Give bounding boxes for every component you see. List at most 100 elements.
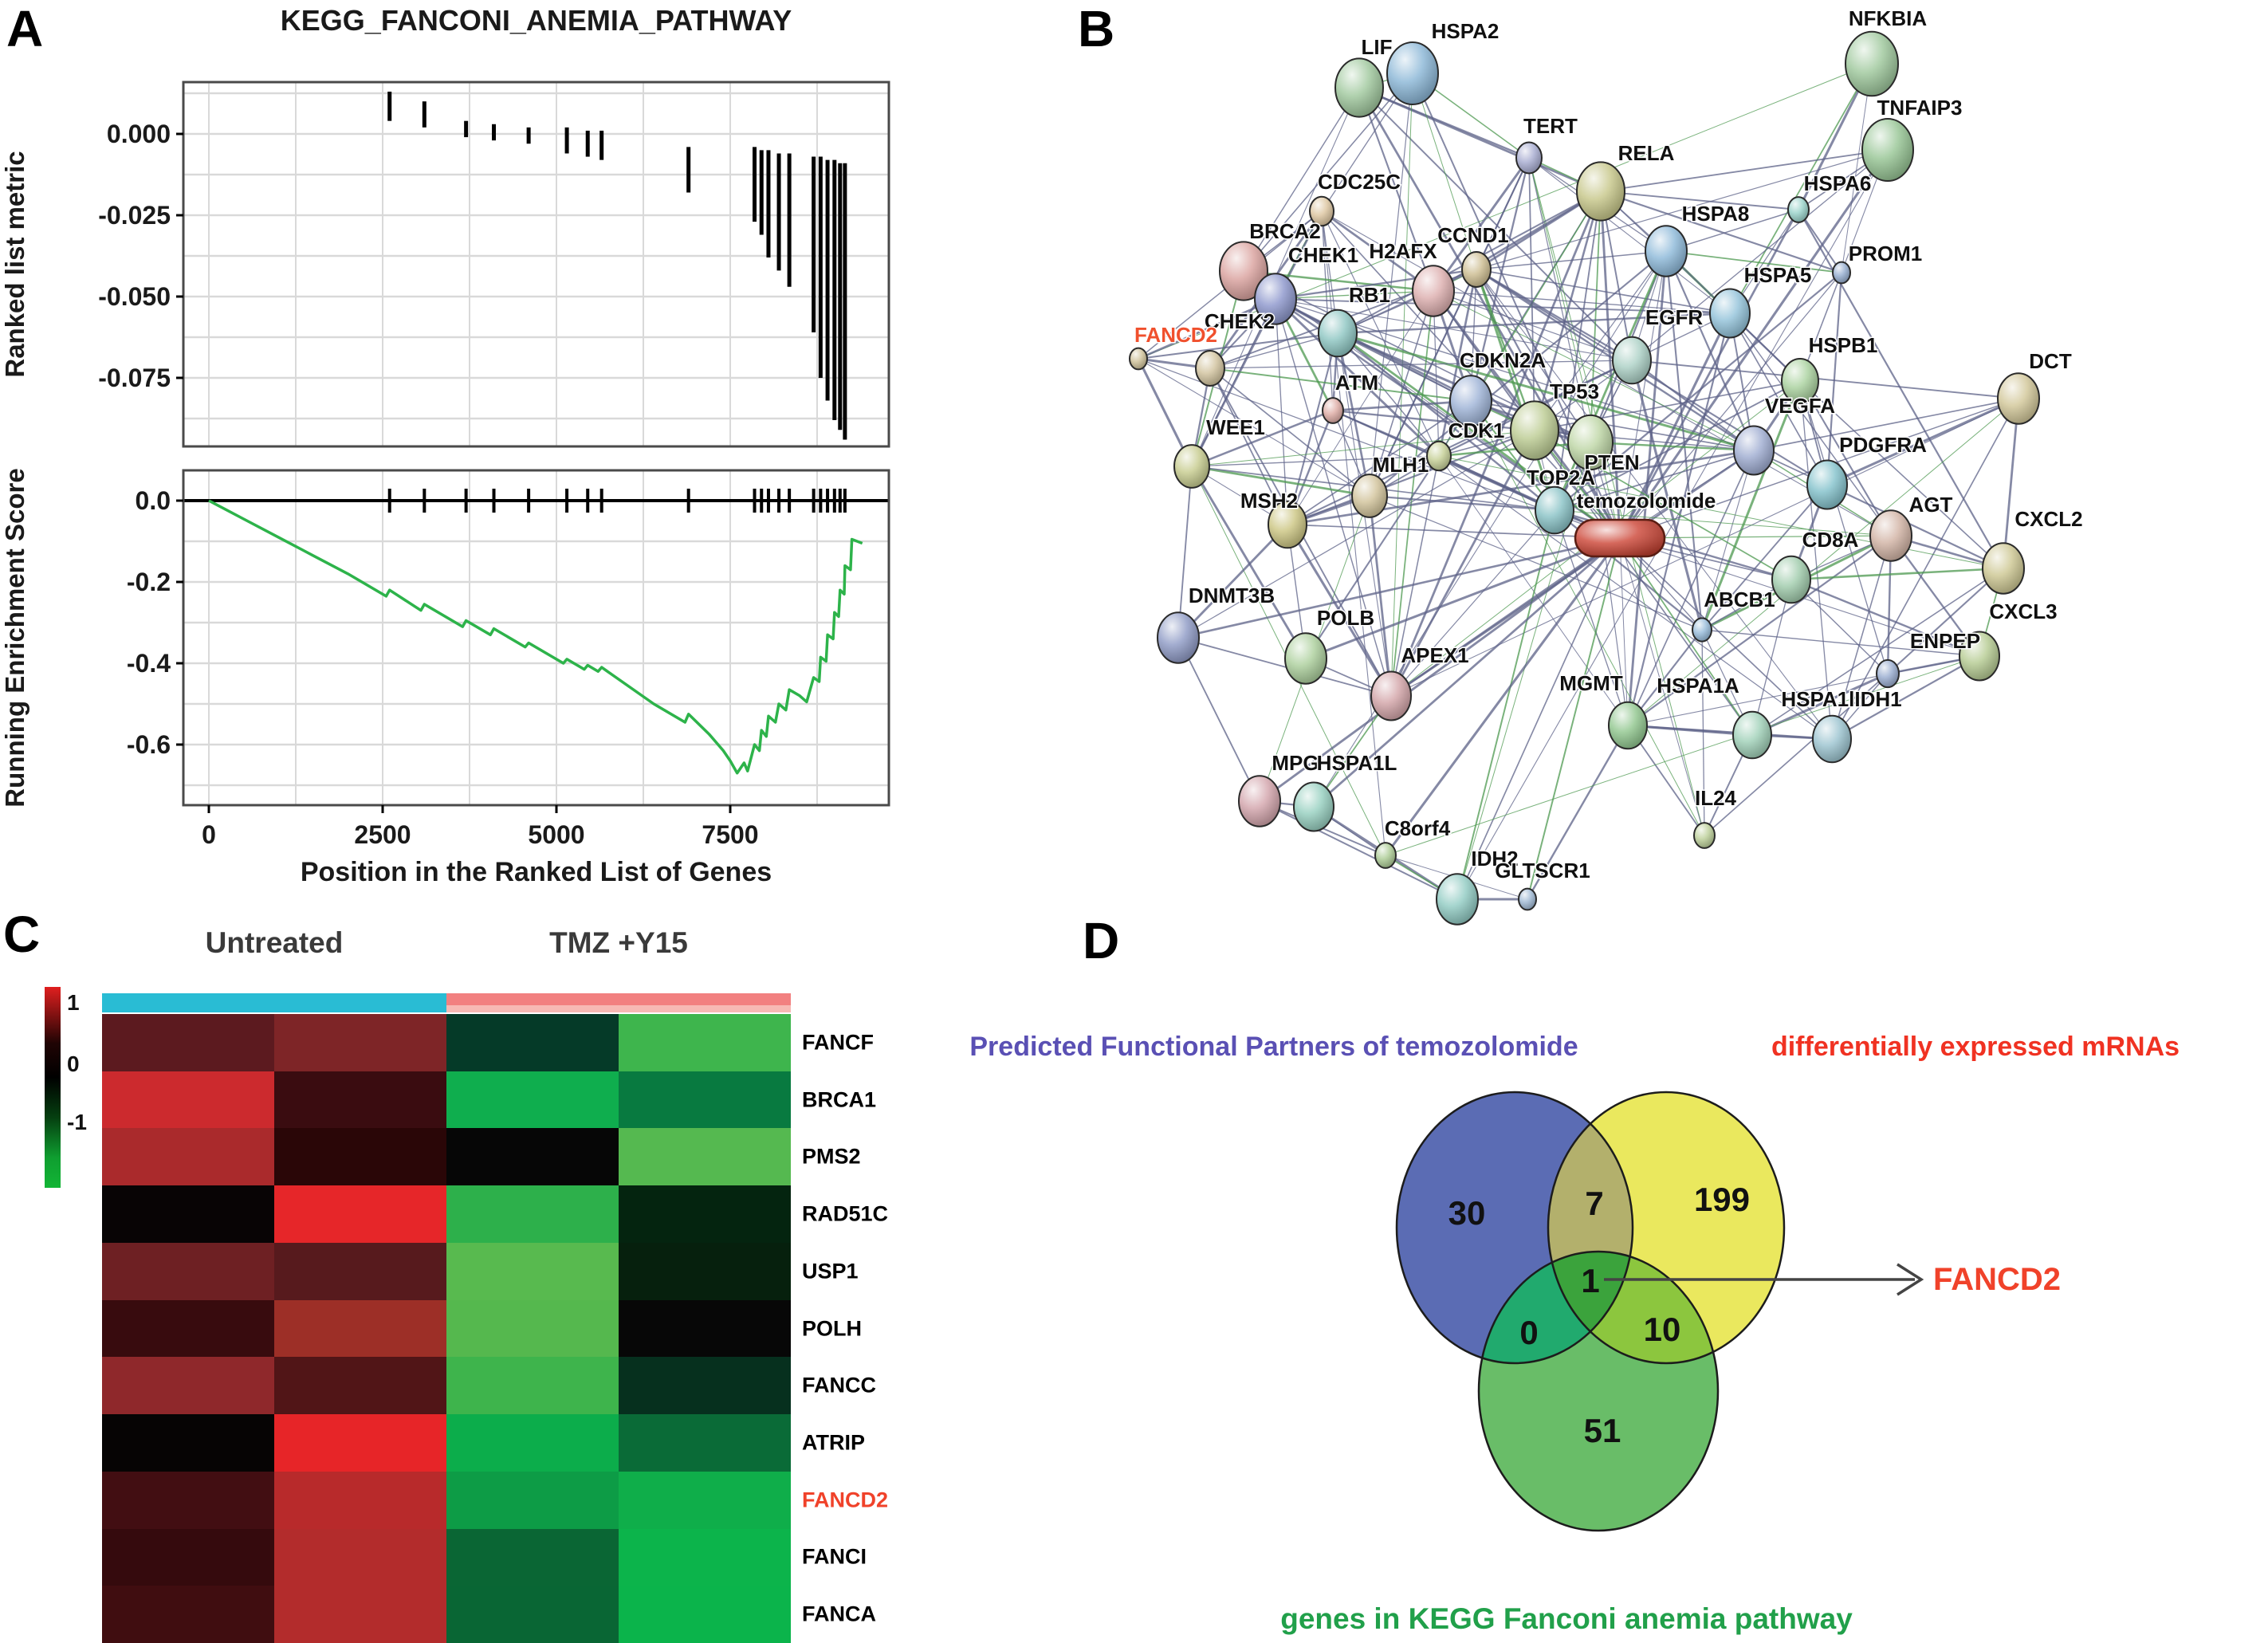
- heatmap-cell: [102, 1414, 274, 1472]
- network-node-HSPA1lIDH1: [1812, 714, 1852, 764]
- network-node-H2AFX: [1412, 265, 1455, 317]
- network-node-ATM: [1322, 397, 1344, 424]
- network-node-HSPA8: [1645, 225, 1688, 277]
- network-node-TNFAIP3: [1861, 117, 1914, 183]
- svg-text:Position in the Ranked List of: Position in the Ranked List of Genes: [301, 857, 772, 887]
- heatmap-gene-POLH: POLH: [802, 1316, 863, 1340]
- panel-b-label: B: [1078, 0, 1115, 57]
- network-label-H2AFX: H2AFX: [1369, 239, 1437, 263]
- network-node-RB1: [1318, 309, 1358, 358]
- network-node-CDKN2A: [1449, 375, 1492, 427]
- network-label-WEE1: WEE1: [1206, 415, 1265, 439]
- network-node-CDC25C: [1309, 195, 1334, 227]
- svg-text:-0.6: -0.6: [127, 730, 171, 759]
- svg-text:-0.050: -0.050: [98, 282, 171, 311]
- heatmap-cell: [102, 1357, 274, 1415]
- heatmap-cell: [446, 1185, 619, 1244]
- network-nodes: [1129, 30, 2040, 926]
- network-node-IL24: [1693, 822, 1716, 849]
- venn-annotation-fancd2: FANCD2: [1933, 1262, 2061, 1297]
- fancd2-arrowhead: [1897, 1263, 1924, 1296]
- venn-count-blue-yellow: 7: [1585, 1185, 1603, 1222]
- network-label-TNFAIP3: TNFAIP3: [1877, 96, 1963, 120]
- network-label-HSPA2: HSPA2: [1432, 19, 1500, 43]
- network-label-CCND1: CCND1: [1437, 223, 1509, 247]
- heatmap-cell: [102, 1242, 274, 1301]
- heatmap-cell: [274, 1014, 446, 1072]
- heatmap-gene-PMS2: PMS2: [802, 1144, 861, 1169]
- network-node-PDGFRA: [1806, 459, 1848, 510]
- svg-text:Running Enrichment Score: Running Enrichment Score: [0, 468, 29, 807]
- network-node-CXCL3: [1959, 631, 2000, 682]
- network-label-CHEK1: CHEK1: [1288, 243, 1358, 267]
- venn-count-blue-only: 30: [1448, 1194, 1486, 1232]
- heatmap-cell: [274, 1185, 446, 1244]
- network-labels: LIF HSPA2 NFKBIA TNFAIP3 TERT RELA CDC25C HSPA6…: [1133, 6, 2084, 884]
- network-label-IL24: IL24: [1695, 786, 1737, 810]
- heatmap-colorbar: [45, 987, 61, 1188]
- heatmap-cell: [446, 1128, 619, 1186]
- network-node-HSPA5: [1709, 288, 1751, 339]
- heatmap-cell: [274, 1528, 446, 1586]
- network-node-MLH1: [1351, 474, 1388, 518]
- heatmap-cell: [446, 1414, 619, 1472]
- panel-c-label: C: [3, 906, 41, 963]
- network-label-HSPA1lIDH1: HSPA1lIDH1: [1781, 687, 1901, 711]
- network-label-CHEK2: CHEK2: [1205, 309, 1275, 333]
- heatmap-cell: [446, 1014, 619, 1072]
- network-label-HSPA1A: HSPA1A: [1657, 674, 1739, 698]
- svg-text:-0.025: -0.025: [98, 201, 171, 230]
- heatmap-cell: [274, 1299, 446, 1358]
- svg-text:-0.2: -0.2: [127, 568, 171, 596]
- network-node-HSPA1A: [1732, 710, 1772, 760]
- network-node-NFKBIA: [1845, 30, 1899, 97]
- heatmap-cell: [274, 1071, 446, 1129]
- network-label-PROM1: PROM1: [1849, 242, 1922, 265]
- heatmap-gene-FANCI: FANCI: [802, 1544, 867, 1569]
- heatmap-cell: [446, 1586, 619, 1643]
- network-label-MLH1: MLH1: [1373, 453, 1429, 477]
- venn-count-yellow-green: 10: [1644, 1311, 1681, 1348]
- heatmap-group-untreated: Untreated: [205, 926, 344, 959]
- network-node-APEX1: [1370, 670, 1412, 721]
- network-node-AGT: [1869, 509, 1912, 562]
- heatmap-cell: [619, 1471, 791, 1530]
- network-node-HSPA1L: [1293, 781, 1334, 832]
- heatmap-cell: [102, 1128, 274, 1186]
- network-label-CXCL3: CXCL3: [1989, 599, 2057, 623]
- svg-text:5000: 5000: [528, 820, 584, 849]
- network-node-C8orf4: [1374, 842, 1397, 869]
- network-node-WEE1: [1173, 444, 1210, 489]
- heatmap-cell: [446, 1071, 619, 1129]
- colorbar-tick-0: 0: [67, 1051, 80, 1076]
- network-node-ENPEP: [1876, 658, 1900, 689]
- svg-text:0: 0: [202, 820, 216, 849]
- network-node-CDK1: [1426, 440, 1452, 472]
- svg-text:Ranked list metric: Ranked list metric: [0, 151, 29, 377]
- network-label-TOP2A: TOP2A: [1527, 466, 1595, 489]
- network-label-HSPA8: HSPA8: [1682, 202, 1750, 226]
- heatmap-cell: [274, 1586, 446, 1643]
- network-node-HSPA6: [1787, 196, 1810, 223]
- network-node-POLB: [1284, 632, 1327, 685]
- heatmap-cell: [102, 1586, 274, 1643]
- network-label-HSPA6: HSPA6: [1804, 171, 1872, 195]
- heatmap-gene-FANCD2: FANCD2: [802, 1488, 889, 1512]
- network-node-MPG: [1238, 775, 1281, 827]
- network-label-GLTSCR1: GLTSCR1: [1495, 859, 1590, 882]
- network-node-CD8A: [1771, 555, 1811, 604]
- heatmap-cell: [446, 1471, 619, 1530]
- network-node-VEGFA: [1733, 425, 1775, 476]
- colorbar-tick-1: 1: [67, 990, 80, 1015]
- venn-set-label-differential-mrnas: differentially expressed mRNAs: [1771, 1032, 2180, 1062]
- heatmap-cell: [619, 1528, 791, 1586]
- heatmap-cell: [619, 1357, 791, 1415]
- network-label-MPG: MPG: [1272, 751, 1319, 775]
- network-label-HSPA1L: HSPA1L: [1317, 751, 1397, 775]
- svg-text:KEGG_FANCONI_ANEMIA_PATHWAY: KEGG_FANCONI_ANEMIA_PATHWAY: [281, 4, 792, 37]
- network-node-LIF: [1334, 57, 1384, 118]
- network-label-TP53: TP53: [1550, 379, 1599, 403]
- venn-count-center: 1: [1581, 1262, 1599, 1299]
- heatmap-cell: [619, 1242, 791, 1301]
